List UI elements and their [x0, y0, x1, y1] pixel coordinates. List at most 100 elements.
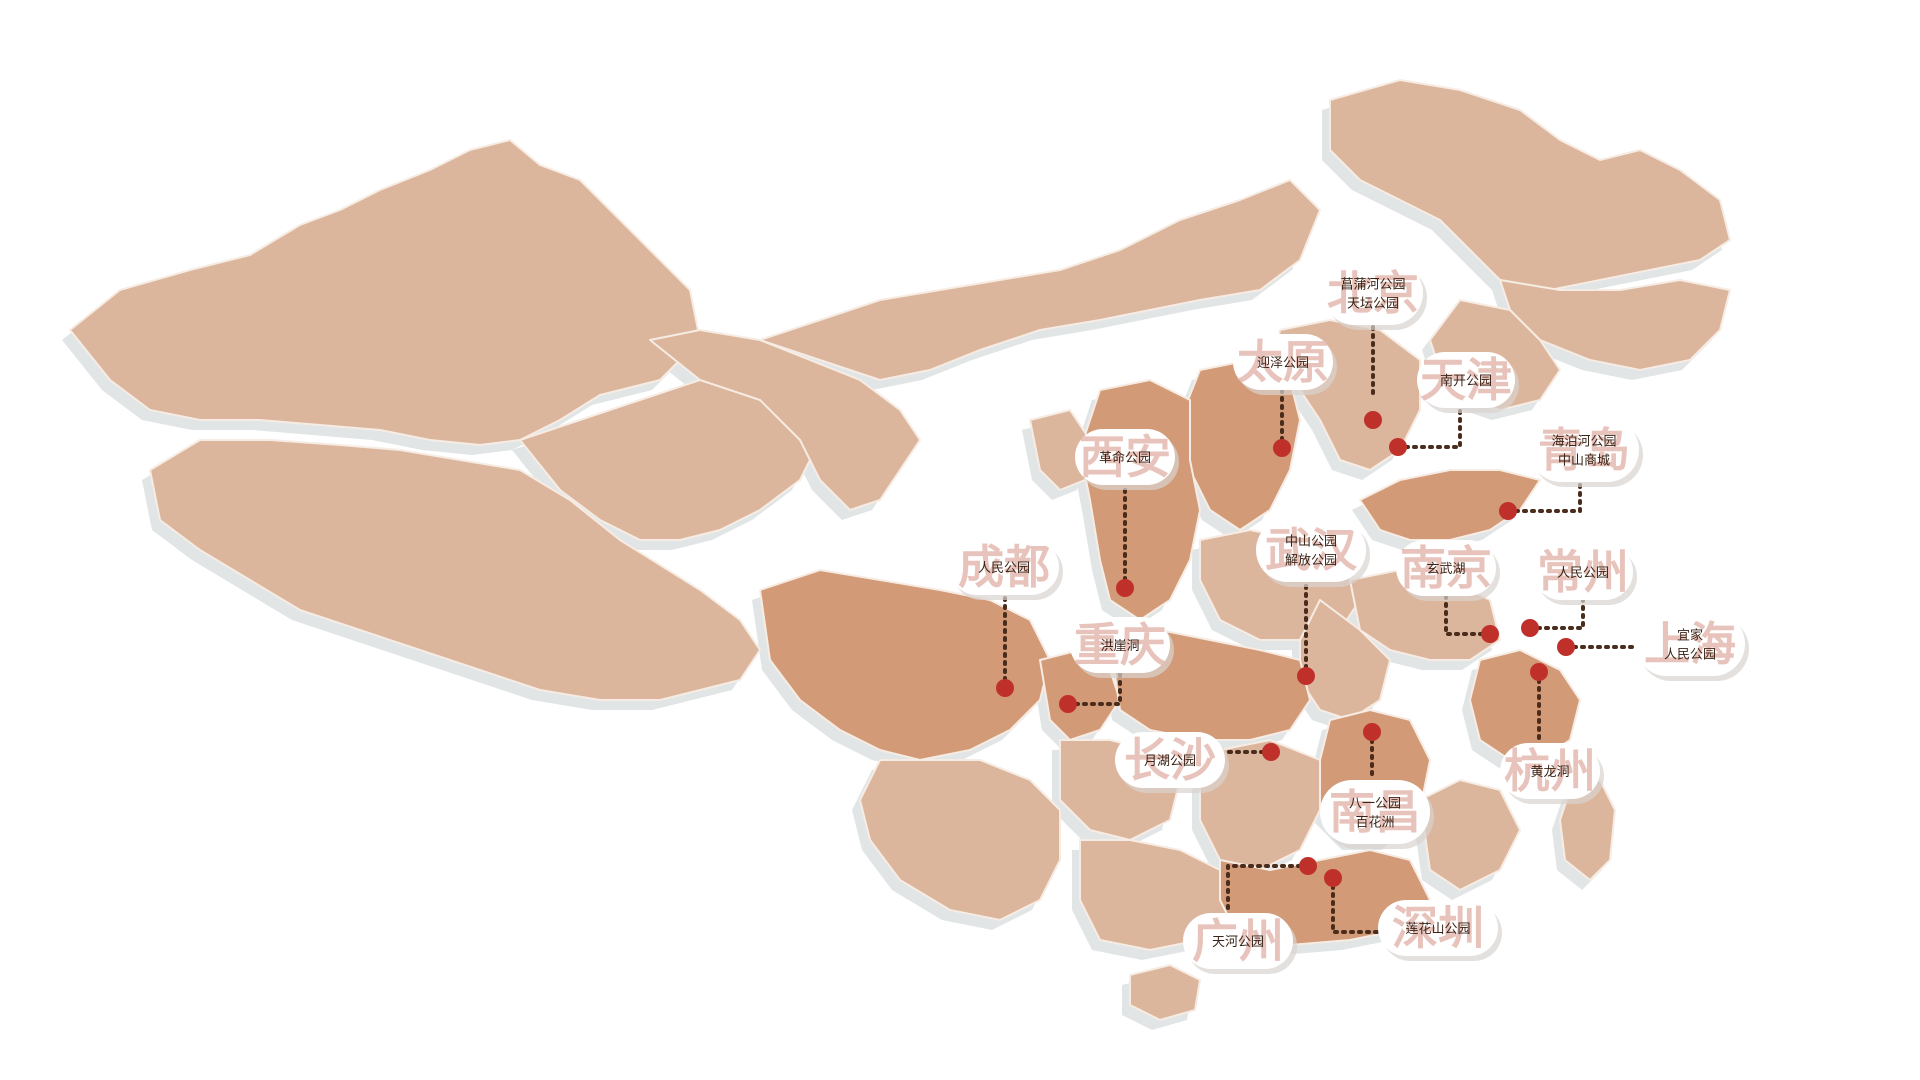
region-shandong — [1359, 469, 1541, 541]
spot-label: 天河公园 — [1212, 935, 1264, 950]
city-name-watermark: 天津 — [1420, 353, 1512, 407]
callout-bubble — [1115, 732, 1225, 788]
city-name-watermark: 广州 — [1192, 914, 1284, 968]
city-name-watermark: 南京 — [1400, 541, 1492, 595]
leader-lines — [1003, 323, 1637, 934]
marker-nanchang[interactable] — [1363, 723, 1381, 741]
spot-label: 月湖公园 — [1144, 754, 1196, 769]
marker-chengdu[interactable] — [996, 679, 1014, 697]
city-name-watermark: 重庆 — [1074, 618, 1166, 672]
marker-shenzhen[interactable] — [1324, 869, 1342, 887]
spot-label: 莲花山公园 — [1405, 921, 1470, 937]
callout-bubble — [1529, 418, 1639, 482]
spot-label: 黄龙洞 — [1530, 765, 1569, 780]
spot-label: 解放公园 — [1285, 554, 1337, 569]
region-qinghai — [519, 379, 821, 541]
spot-label: 海泊河公园 — [1551, 435, 1616, 450]
marker-taiyuan[interactable] — [1273, 439, 1291, 457]
city-name-watermark: 武汉 — [1265, 523, 1358, 577]
callout-bubble — [1233, 334, 1333, 390]
city-name-watermark: 上海 — [1644, 617, 1736, 671]
spot-label: 菖蒲河公园 — [1340, 278, 1405, 293]
region-tibet — [149, 439, 761, 701]
region-hunan — [1199, 739, 1321, 871]
spot-label: 洪崖洞 — [1100, 639, 1139, 654]
leader-line-guangzhou — [1226, 864, 1310, 915]
spot-label: 中山商城 — [1558, 454, 1610, 469]
callout-bubble — [1320, 780, 1430, 844]
spot-label: 中山公园 — [1285, 535, 1337, 550]
spot-label: 人民公园 — [1664, 648, 1716, 663]
region-ningxia — [1029, 409, 1091, 491]
callout-bubble — [949, 539, 1059, 595]
callout-bubble — [1070, 617, 1170, 673]
spot-label: 玄武湖 — [1426, 562, 1465, 577]
leader-line-changzhou — [1528, 598, 1585, 630]
marker-tianjin[interactable] — [1389, 438, 1407, 456]
marker-chongqing[interactable] — [1059, 695, 1077, 713]
city-name-watermark: 西安 — [1079, 430, 1171, 484]
callout-bubble — [1183, 913, 1293, 969]
leader-line-chongqing — [1066, 671, 1122, 706]
leader-line-tianjin — [1396, 406, 1462, 449]
marker-xian[interactable] — [1116, 579, 1134, 597]
region-fujian — [1419, 779, 1521, 891]
spot-label: 宜家 — [1677, 628, 1703, 644]
region-sichuan — [759, 569, 1051, 761]
region-gansu — [649, 329, 921, 511]
spot-label: 人民公园 — [1557, 566, 1609, 581]
spot-label: 南开公园 — [1440, 373, 1492, 389]
spot-label: 八一公园 — [1349, 797, 1401, 812]
spot-label: 天坛公园 — [1347, 297, 1399, 312]
callout-bubble — [1256, 518, 1366, 582]
city-name-watermark: 杭州 — [1504, 744, 1596, 798]
leader-line-qingdao — [1506, 480, 1582, 513]
callout-bubble — [1396, 540, 1496, 596]
region-yunnan — [859, 759, 1061, 921]
marker-wuhan[interactable] — [1297, 667, 1315, 685]
marker-guangzhou[interactable] — [1299, 857, 1317, 875]
marker-beijing[interactable] — [1364, 411, 1382, 429]
city-name-watermark: 太原 — [1237, 335, 1329, 389]
city-markers — [996, 411, 1575, 887]
region-xinjiang — [69, 139, 701, 446]
marker-qingdao[interactable] — [1499, 502, 1517, 520]
region-heilongjiang — [1329, 79, 1731, 291]
callout-bubble — [1533, 544, 1633, 600]
marker-nanjing[interactable] — [1481, 625, 1499, 643]
marker-hangzhou[interactable] — [1530, 663, 1548, 681]
leader-line-nanjing — [1444, 594, 1492, 636]
city-name-watermark: 青岛 — [1538, 423, 1630, 477]
leader-line-shenzhen — [1331, 876, 1380, 934]
callout-bubble — [1075, 429, 1175, 485]
marker-changsha[interactable] — [1262, 743, 1280, 761]
spot-label: 人民公园 — [978, 561, 1030, 576]
callout-bubble — [1417, 352, 1515, 408]
city-name-watermark: 深圳 — [1392, 901, 1484, 955]
callout-bubble — [1500, 743, 1600, 799]
marker-changzhou[interactable] — [1521, 619, 1539, 637]
marker-shanghai[interactable] — [1557, 638, 1575, 656]
callout-bubble — [1635, 612, 1745, 676]
callout-bubble — [1323, 261, 1423, 325]
city-name-watermark: 常州 — [1537, 545, 1629, 599]
